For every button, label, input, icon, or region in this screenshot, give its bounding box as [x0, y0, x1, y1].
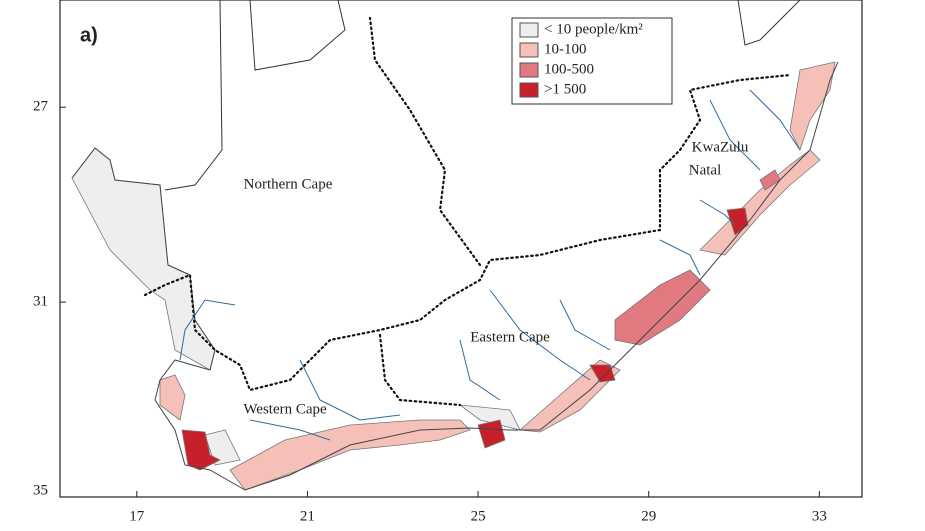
- country-border: [164, 0, 223, 191]
- river: [559, 299, 611, 351]
- region: [614, 269, 711, 346]
- regions: [71, 61, 836, 491]
- river: [699, 199, 736, 226]
- province-border: [143, 73, 792, 392]
- axes: 17 21 25 29 33 27 31 35: [33, 99, 827, 525]
- x-tick-label: 17: [129, 508, 145, 524]
- region: [204, 429, 241, 466]
- legend: < 10 people/km² 10-100 100-500 >1 500: [511, 17, 673, 105]
- region: [589, 364, 616, 383]
- legend-swatch: [519, 42, 539, 58]
- x-tick-label: 29: [641, 508, 656, 524]
- y-tick-label: 35: [33, 482, 48, 498]
- river: [249, 419, 331, 441]
- river: [299, 359, 401, 421]
- x-tick-label: 21: [300, 508, 315, 524]
- legend-swatch: [519, 22, 539, 38]
- legend-label: >1 500: [544, 81, 586, 97]
- x-tick-label: 25: [471, 508, 486, 524]
- region: [477, 419, 506, 449]
- province-border: [368, 16, 482, 267]
- river: [459, 339, 501, 401]
- y-tick-label: 27: [33, 99, 49, 115]
- region: [181, 429, 221, 471]
- legend-label: 100-500: [544, 61, 594, 77]
- river: [179, 299, 236, 361]
- region: [229, 419, 471, 491]
- country-border: [249, 0, 346, 71]
- rivers: [179, 89, 801, 441]
- region-label: Western Cape: [243, 401, 327, 417]
- country-border: [737, 0, 801, 46]
- region: [519, 359, 621, 433]
- x-tick-label: 33: [812, 508, 827, 524]
- river: [659, 239, 701, 276]
- panel-label: a): [80, 24, 98, 46]
- legend-swatch: [519, 62, 539, 78]
- coastline: [71, 61, 839, 491]
- legend-label: 10-100: [544, 41, 587, 57]
- legend-box: [511, 17, 673, 105]
- river: [709, 99, 761, 171]
- legend-label: < 10 people/km²: [544, 21, 643, 37]
- region-labels: Northern Cape KwaZulu Natal Eastern Cape…: [243, 139, 748, 417]
- river: [489, 289, 591, 381]
- legend-swatch: [519, 82, 539, 98]
- region-label: Northern Cape: [244, 176, 333, 192]
- region: [699, 149, 821, 256]
- province-border: [378, 333, 462, 407]
- y-tick-label: 31: [33, 294, 48, 310]
- region-label: Natal: [689, 162, 721, 178]
- region-label: Eastern Cape: [470, 329, 550, 345]
- river: [749, 89, 801, 151]
- region: [159, 374, 186, 421]
- region-label: KwaZulu: [692, 139, 749, 155]
- region: [789, 61, 836, 152]
